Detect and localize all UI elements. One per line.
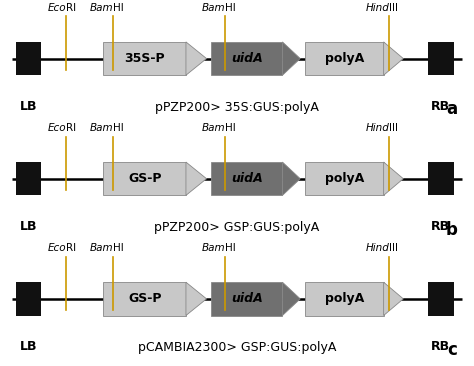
Text: RB: RB (431, 340, 450, 353)
Text: Bam: Bam (89, 243, 113, 253)
Text: uidA: uidA (231, 52, 263, 65)
Bar (211, 282, 283, 315)
Text: Hind: Hind (365, 243, 389, 253)
Text: III: III (389, 123, 398, 133)
Bar (305, 42, 383, 75)
Polygon shape (283, 162, 300, 195)
Text: uidA: uidA (231, 292, 263, 305)
Bar (428, 282, 454, 315)
Bar (211, 42, 283, 75)
Bar (16, 42, 41, 75)
Text: RI: RI (66, 123, 76, 133)
Text: III: III (389, 243, 398, 253)
Text: Eco: Eco (47, 123, 66, 133)
Text: b: b (445, 221, 457, 239)
Text: III: III (389, 3, 398, 13)
Polygon shape (186, 42, 207, 75)
Bar (103, 42, 186, 75)
Text: HI: HI (225, 3, 236, 13)
Bar (103, 282, 186, 315)
Text: RB: RB (431, 100, 450, 113)
Text: Hind: Hind (365, 123, 389, 133)
Polygon shape (186, 162, 207, 195)
Text: Bam: Bam (89, 123, 113, 133)
Polygon shape (383, 162, 403, 195)
Polygon shape (383, 282, 403, 315)
Polygon shape (283, 282, 300, 315)
Text: GS-P: GS-P (128, 172, 162, 185)
Text: Bam: Bam (201, 123, 225, 133)
Bar (305, 162, 383, 195)
Polygon shape (383, 42, 403, 75)
Text: Bam: Bam (89, 3, 113, 13)
Bar (16, 282, 41, 315)
Text: pPZP200> 35S:GUS:polyA: pPZP200> 35S:GUS:polyA (155, 101, 319, 114)
Text: GS-P: GS-P (128, 292, 162, 305)
Bar (428, 162, 454, 195)
Bar (428, 42, 454, 75)
Bar (103, 162, 186, 195)
Text: LB: LB (20, 220, 37, 233)
Polygon shape (186, 282, 207, 315)
Text: HI: HI (113, 3, 124, 13)
Bar (16, 162, 41, 195)
Text: Bam: Bam (201, 243, 225, 253)
Text: HI: HI (113, 123, 124, 133)
Text: 35S-P: 35S-P (124, 52, 165, 65)
Bar (305, 282, 383, 315)
Text: RB: RB (431, 220, 450, 233)
Text: polyA: polyA (325, 292, 364, 305)
Text: polyA: polyA (325, 172, 364, 185)
Text: a: a (446, 101, 457, 119)
Text: uidA: uidA (231, 172, 263, 185)
Text: RI: RI (66, 243, 76, 253)
Text: Eco: Eco (47, 3, 66, 13)
Text: polyA: polyA (325, 52, 364, 65)
Bar (211, 162, 283, 195)
Text: LB: LB (20, 100, 37, 113)
Text: HI: HI (113, 243, 124, 253)
Text: Eco: Eco (47, 243, 66, 253)
Text: Hind: Hind (365, 3, 389, 13)
Text: HI: HI (225, 123, 236, 133)
Text: c: c (447, 341, 457, 359)
Text: HI: HI (225, 243, 236, 253)
Polygon shape (283, 42, 300, 75)
Text: Bam: Bam (201, 3, 225, 13)
Text: pCAMBIA2300> GSP:GUS:polyA: pCAMBIA2300> GSP:GUS:polyA (138, 341, 336, 354)
Text: LB: LB (20, 340, 37, 353)
Text: pPZP200> GSP:GUS:polyA: pPZP200> GSP:GUS:polyA (155, 221, 319, 234)
Text: RI: RI (66, 3, 76, 13)
